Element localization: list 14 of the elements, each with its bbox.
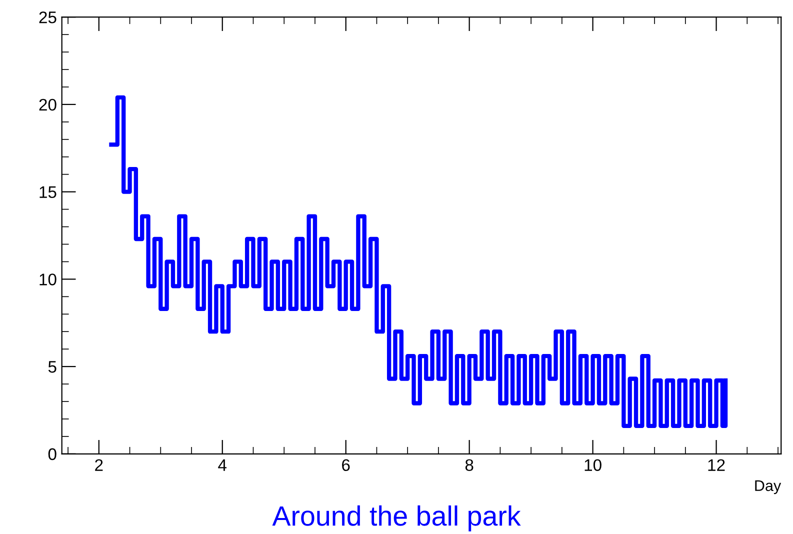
x-tick-label: 10: [584, 459, 602, 472]
y-tick-label: 5: [48, 361, 56, 373]
text: Around the ball park: [272, 505, 521, 532]
y-tick-label: 25: [39, 11, 56, 24]
x-tick-label: 6: [342, 459, 350, 472]
y-tick-label: 0: [48, 448, 56, 460]
x-tick-label: 2: [95, 459, 103, 471]
x-axis-title: Day: [755, 480, 782, 494]
x-tick-label: 4: [218, 459, 227, 471]
y-tick-label: 10: [40, 274, 56, 286]
y-tick-label: 15: [40, 186, 56, 198]
x-tick-label: 12: [708, 459, 725, 471]
x-tick-label: 8: [465, 459, 474, 472]
y-tick-label: 20: [39, 98, 56, 111]
